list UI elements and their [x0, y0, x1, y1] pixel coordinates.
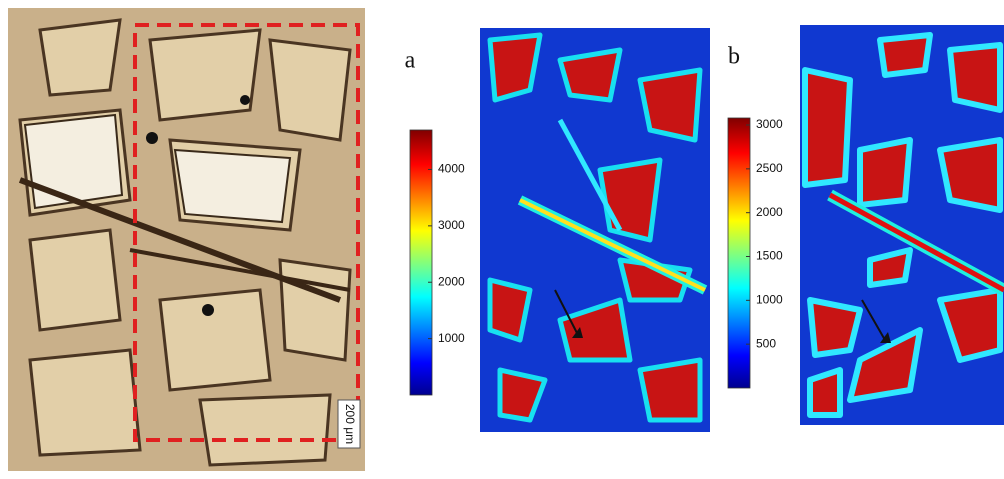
- figure: 200 μm: [0, 0, 1004, 479]
- panel-label: b: [728, 44, 740, 70]
- heatmap-a: [480, 28, 710, 432]
- heatmap-b: [800, 25, 1004, 425]
- colorbar: [728, 118, 750, 388]
- colorbar-tick-label: 2000: [756, 205, 783, 219]
- colorbar-tick-label: 4000: [438, 162, 465, 176]
- colorbar-tick-label: 2000: [438, 274, 465, 288]
- micrograph: 200 μm: [8, 8, 365, 471]
- scale-bar-label: 200 μm: [343, 404, 357, 444]
- colorbar-tick-label: 2500: [756, 161, 783, 175]
- colorbar-tick-label: 3000: [438, 218, 465, 232]
- colorbar-tick-label: 3000: [756, 117, 783, 131]
- panel-label: a: [405, 48, 416, 74]
- colorbar-tick-label: 1000: [756, 293, 783, 307]
- colorbar-tick-label: 1000: [438, 331, 465, 345]
- colorbar-tick-label: 500: [756, 336, 776, 350]
- colorbar-tick-label: 1500: [756, 249, 783, 263]
